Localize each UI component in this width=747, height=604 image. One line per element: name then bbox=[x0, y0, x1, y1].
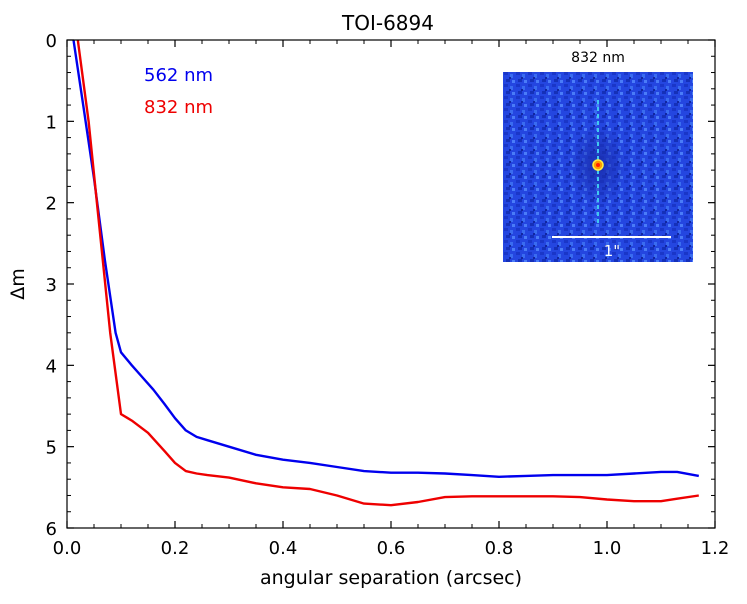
y-tick-label: 0 bbox=[46, 31, 57, 52]
x-axis-label: angular separation (arcsec) bbox=[260, 567, 522, 589]
x-tick-label: 0.4 bbox=[269, 538, 298, 559]
x-tick-label: 0.0 bbox=[53, 538, 82, 559]
x-tick-label: 1.2 bbox=[701, 538, 730, 559]
x-tick-label: 0.8 bbox=[485, 538, 514, 559]
legend-entry: 562 nm bbox=[144, 65, 213, 86]
y-tick-label: 6 bbox=[46, 519, 57, 540]
legend-entry: 832 nm bbox=[144, 97, 213, 118]
inset-star-core bbox=[596, 163, 600, 167]
x-tick-label: 1.0 bbox=[593, 538, 622, 559]
inset-scale-label: 1" bbox=[604, 242, 620, 260]
inset-image: 832 nm 1" bbox=[503, 50, 693, 262]
inset-label: 832 nm bbox=[571, 50, 625, 66]
y-axis-label: Δm bbox=[7, 268, 29, 300]
y-tick-label: 1 bbox=[46, 112, 57, 133]
y-tick-label: 5 bbox=[46, 438, 57, 459]
y-tick-label: 3 bbox=[46, 275, 57, 296]
y-tick-label: 4 bbox=[46, 356, 57, 377]
chart-title: TOI-6894 bbox=[341, 11, 434, 35]
series-line-832-nm bbox=[76, 39, 699, 507]
series-line-562-nm bbox=[72, 39, 700, 478]
y-tick-label: 2 bbox=[46, 194, 57, 215]
x-tick-label: 0.6 bbox=[377, 538, 406, 559]
x-tick-label: 0.2 bbox=[161, 538, 190, 559]
